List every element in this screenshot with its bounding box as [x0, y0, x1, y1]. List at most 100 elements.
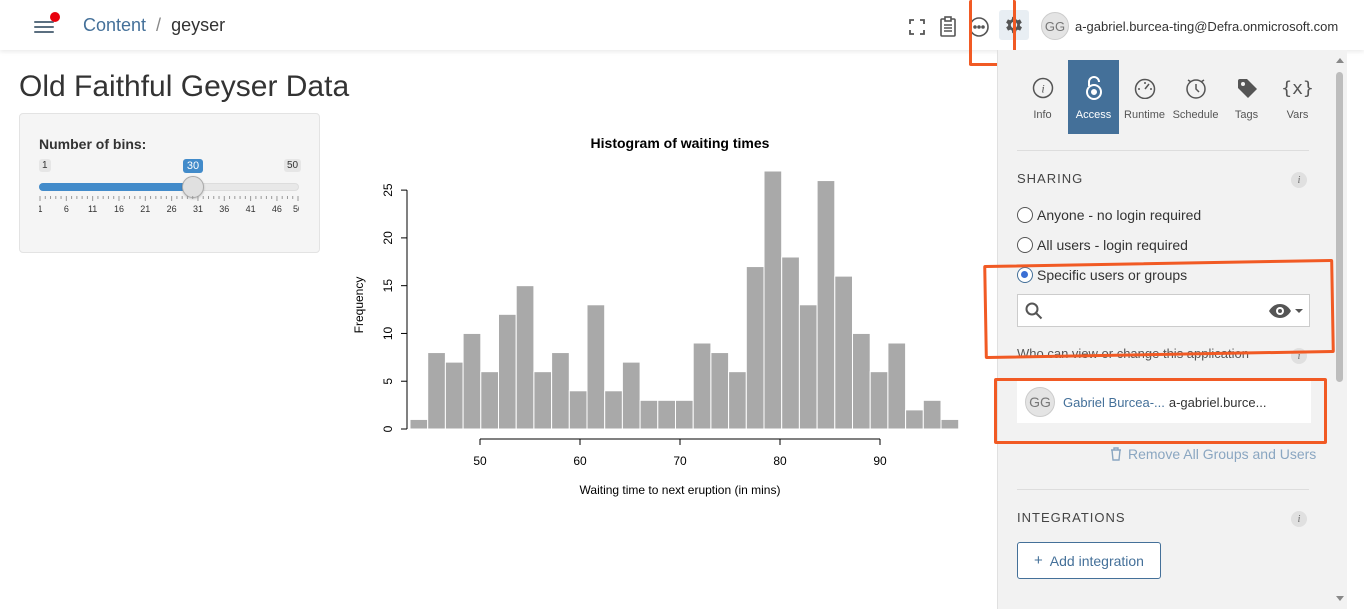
- radio-specific[interactable]: Specific users or groups: [1017, 267, 1187, 283]
- y-tick-label: 15: [381, 279, 395, 293]
- tab-tags-label: Tags: [1234, 109, 1259, 121]
- tab-vars[interactable]: {x} Vars: [1272, 60, 1323, 134]
- slider-ticks: 16111621263136414650: [39, 196, 299, 214]
- slider-tick-label: 46: [272, 204, 282, 214]
- slider-handle[interactable]: [181, 176, 204, 198]
- histogram-bar: [922, 399, 942, 430]
- radio-all-users-label: All users - login required: [1037, 237, 1188, 253]
- histogram-bar: [816, 180, 836, 430]
- menu-button[interactable]: [34, 12, 60, 34]
- y-tick-label: 0: [381, 425, 395, 432]
- radio-specific-label: Specific users or groups: [1037, 267, 1188, 283]
- slider-tick-label: 11: [88, 204, 97, 214]
- remove-all-label: Remove All Groups and Users: [1128, 446, 1317, 462]
- histogram-bar: [462, 332, 482, 430]
- sharing-heading: SHARING: [1017, 171, 1084, 186]
- scroll-down-icon[interactable]: [1335, 595, 1345, 603]
- tab-schedule-label: Schedule: [1172, 109, 1219, 121]
- histogram-bar: [586, 304, 606, 430]
- who-info-icon[interactable]: i: [1291, 348, 1307, 364]
- member-row: GG Gabriel Burcea-... a-gabriel.burce...: [1017, 381, 1311, 423]
- y-tick-label: 10: [381, 326, 395, 340]
- gauge-icon: [1133, 73, 1157, 103]
- sharing-info-icon[interactable]: i: [1291, 172, 1307, 188]
- panel-scrollbar[interactable]: [1333, 50, 1347, 609]
- histogram-bar: [480, 371, 500, 430]
- slider-tick-label: 16: [114, 204, 124, 214]
- histogram-bar: [781, 256, 800, 430]
- radio-all-users[interactable]: All users - login required: [1017, 237, 1188, 253]
- chart-title: Histogram of waiting times: [591, 135, 770, 151]
- fullscreen-icon[interactable]: [906, 16, 928, 38]
- tab-schedule[interactable]: Schedule: [1170, 60, 1221, 134]
- info-icon: i: [1032, 73, 1054, 103]
- member-name[interactable]: Gabriel Burcea-...: [1063, 394, 1165, 410]
- settings-panel: i Info Access Runtime Schedule: [997, 50, 1347, 609]
- vars-glyph: {x}: [1281, 77, 1314, 99]
- notification-dot: [50, 12, 60, 22]
- slider-tick-label: 26: [167, 204, 177, 214]
- slider-tick-label: 50: [293, 204, 299, 214]
- histogram-bar: [887, 342, 907, 430]
- user-search-input[interactable]: [1017, 294, 1310, 327]
- avatar: GG: [1025, 387, 1055, 417]
- sidebar-panel: Number of bins: 1 30 50 1 6 11 16 21 26 31 36 41…: [19, 113, 320, 253]
- slider-fill: [39, 183, 193, 191]
- histogram-bar: [621, 361, 641, 430]
- tab-info-label: Info: [1033, 109, 1052, 121]
- histogram-bar: [798, 304, 818, 430]
- slider-tick-label: 41: [246, 204, 256, 214]
- histogram-bar: [444, 361, 464, 430]
- tab-tags[interactable]: Tags: [1221, 60, 1272, 134]
- breadcrumb-separator: /: [156, 15, 162, 35]
- member-email: a-gabriel.burce...: [1168, 394, 1267, 410]
- histogram-bar: [409, 418, 429, 430]
- settings-gear-button[interactable]: [999, 10, 1029, 40]
- slider-max-label: 50: [284, 159, 302, 172]
- radio-anyone[interactable]: Anyone - no login required: [1017, 207, 1201, 223]
- histogram-bar: [745, 266, 765, 430]
- avatar: GG: [1041, 12, 1069, 40]
- radio-anyone-button[interactable]: [1017, 207, 1033, 223]
- histogram-bar: [639, 399, 659, 430]
- breadcrumb-content-link[interactable]: Content: [83, 15, 147, 35]
- trash-icon: [1111, 447, 1121, 461]
- user-menu[interactable]: GG a-gabriel.burcea-ting@Defra.onmicroso…: [1041, 12, 1338, 40]
- scrollbar-thumb[interactable]: [1336, 72, 1343, 382]
- panel-tabs: i Info Access Runtime Schedule: [1017, 60, 1323, 134]
- scroll-up-icon[interactable]: [1335, 56, 1345, 64]
- tab-info[interactable]: i Info: [1017, 60, 1068, 134]
- histogram-bar: [710, 352, 730, 430]
- integrations-info-icon[interactable]: i: [1291, 511, 1307, 527]
- more-actions-icon[interactable]: [968, 16, 990, 38]
- remove-all-button[interactable]: Remove All Groups and Users: [1110, 446, 1316, 462]
- histogram-bar: [675, 399, 694, 430]
- histogram-bar: [657, 399, 676, 430]
- histogram-bar: [515, 285, 535, 430]
- radio-all-users-button[interactable]: [1017, 237, 1033, 253]
- histogram-bar: [852, 332, 871, 430]
- breadcrumb: Content / geyser: [83, 15, 225, 36]
- page-title: Old Faithful Geyser Data: [19, 70, 350, 103]
- who-can-view-text: Who can view or change this application: [1017, 346, 1249, 361]
- histogram-chart: Histogram of waiting times 50 60 70 80 90 0 5 10…: [352, 135, 960, 497]
- histogram-bar: [533, 371, 553, 430]
- radio-specific-button[interactable]: [1017, 267, 1033, 283]
- add-integration-button[interactable]: + Add integration: [1017, 542, 1161, 579]
- y-axis-label: Frequency: [352, 277, 366, 334]
- histogram-bar: [834, 275, 853, 430]
- histogram-bar: [692, 342, 712, 430]
- radio-anyone-label: Anyone - no login required: [1037, 207, 1202, 223]
- x-tick-label: 90: [873, 454, 887, 468]
- slider-tick-label: 31: [193, 204, 203, 214]
- x-tick-label: 60: [573, 454, 587, 468]
- permission-dropdown[interactable]: [1268, 302, 1304, 320]
- x-tick-label: 80: [773, 454, 787, 468]
- log-icon[interactable]: [937, 16, 959, 38]
- tab-runtime[interactable]: Runtime: [1119, 60, 1170, 134]
- tab-access[interactable]: Access: [1068, 60, 1119, 134]
- y-tick-label: 25: [381, 183, 395, 197]
- add-integration-label: Add integration: [1049, 552, 1144, 569]
- tab-runtime-label: Runtime: [1124, 109, 1165, 121]
- y-tick-label: 20: [381, 231, 395, 245]
